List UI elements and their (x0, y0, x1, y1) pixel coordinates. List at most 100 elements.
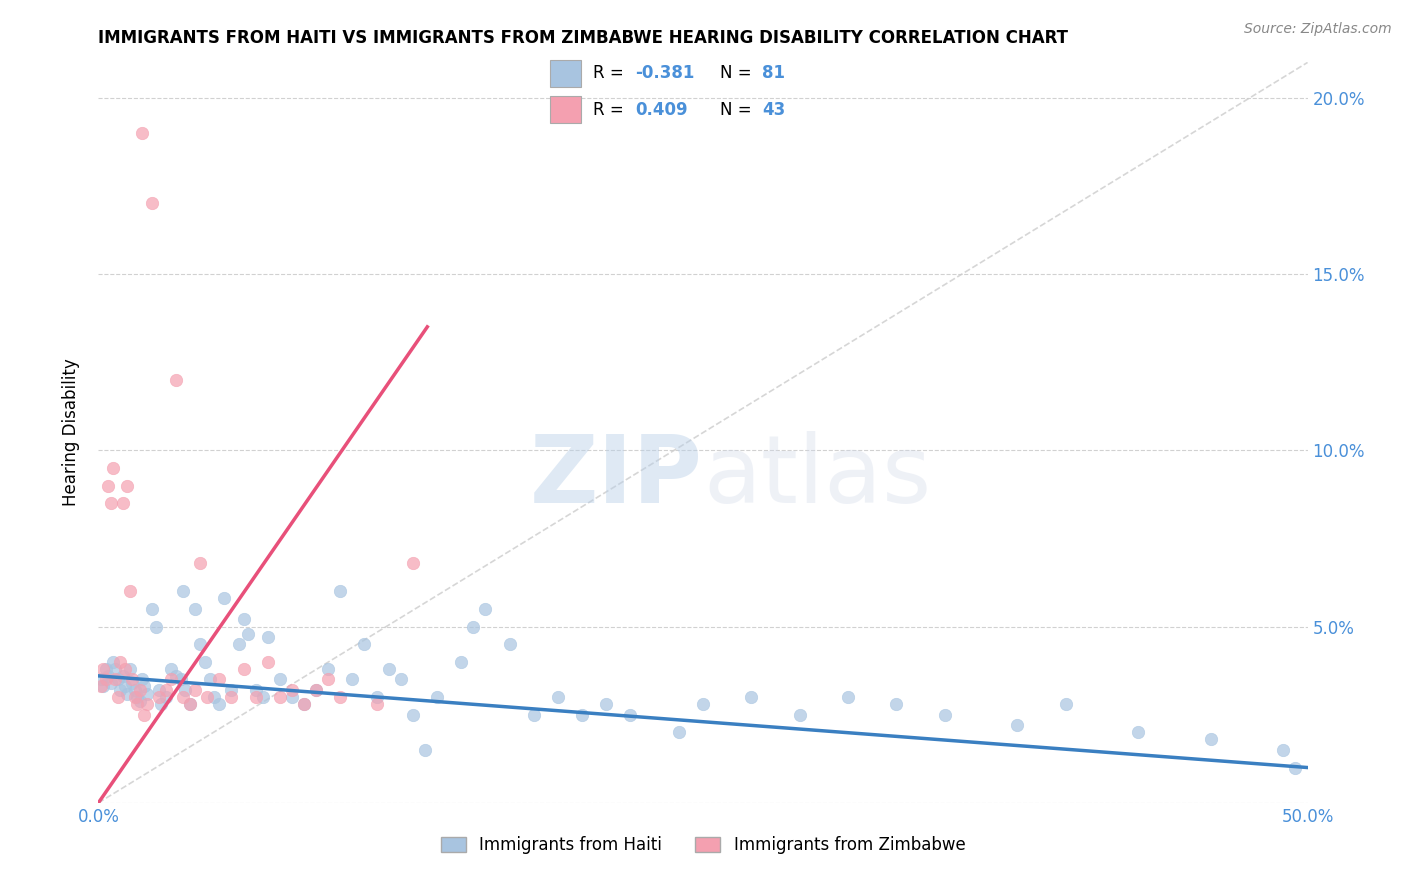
Text: ZIP: ZIP (530, 431, 703, 523)
Point (547, 690, 569, 704)
Point (232, 612, 254, 626)
Point (292, 697, 315, 711)
Point (107, 690, 129, 704)
Point (188, 556, 211, 570)
Point (221, 690, 243, 704)
Point (184, 602, 207, 616)
Point (281, 690, 304, 704)
Point (90, 673, 112, 687)
Point (426, 690, 449, 704)
Point (789, 707, 811, 722)
Point (114, 680, 136, 694)
Point (97, 478, 120, 492)
Point (474, 602, 496, 616)
FancyBboxPatch shape (550, 60, 581, 87)
Point (740, 690, 762, 704)
Point (281, 683, 304, 698)
Text: 81: 81 (762, 64, 785, 82)
Point (131, 126, 153, 140)
Text: R =: R = (593, 101, 628, 119)
Point (208, 673, 231, 687)
Point (413, 743, 436, 757)
Point (131, 673, 153, 687)
Text: 43: 43 (762, 101, 785, 119)
Point (245, 683, 267, 698)
Point (316, 662, 339, 676)
Point (402, 556, 425, 570)
Point (118, 662, 141, 676)
Point (114, 662, 136, 676)
Point (619, 707, 641, 722)
Point (212, 591, 235, 606)
Point (90, 680, 112, 694)
Point (463, 619, 485, 633)
Point (179, 697, 201, 711)
Point (94, 673, 117, 687)
Point (402, 707, 425, 722)
Point (256, 655, 278, 669)
Point (135, 686, 157, 700)
Point (118, 584, 141, 599)
Point (141, 196, 163, 211)
Point (1007, 718, 1029, 732)
Point (353, 637, 375, 651)
Point (366, 697, 388, 711)
Point (195, 690, 218, 704)
Point (101, 461, 124, 475)
Legend: Immigrants from Haiti, Immigrants from Zimbabwe: Immigrants from Haiti, Immigrants from Z… (434, 830, 972, 861)
Point (160, 662, 183, 676)
Point (127, 697, 149, 711)
Point (1284, 760, 1306, 774)
Point (668, 725, 690, 739)
Point (886, 697, 908, 711)
Text: atlas: atlas (703, 431, 931, 523)
Point (135, 697, 157, 711)
Point (450, 655, 472, 669)
Text: R =: R = (593, 64, 628, 82)
Point (208, 697, 231, 711)
Point (121, 676, 143, 690)
Point (269, 673, 291, 687)
Y-axis label: Hearing Disability: Hearing Disability (62, 359, 80, 507)
Point (179, 697, 201, 711)
Point (150, 697, 173, 711)
Point (692, 697, 714, 711)
Point (184, 683, 207, 698)
Point (145, 619, 167, 633)
Point (134, 707, 156, 722)
Point (160, 673, 183, 687)
Point (155, 683, 177, 698)
Point (595, 697, 617, 711)
Point (523, 707, 546, 722)
Point (121, 673, 143, 687)
Point (134, 680, 156, 694)
Point (221, 683, 243, 698)
Point (111, 669, 134, 683)
Point (174, 683, 197, 698)
Point (342, 673, 364, 687)
Point (165, 669, 187, 683)
Point (329, 584, 352, 599)
Point (498, 637, 520, 651)
Point (252, 690, 274, 704)
Point (305, 683, 328, 698)
Point (117, 478, 139, 492)
Point (94, 662, 117, 676)
Point (128, 683, 150, 698)
Text: N =: N = (720, 101, 756, 119)
Text: N =: N = (720, 64, 756, 82)
Point (101, 655, 124, 669)
Point (104, 662, 127, 676)
Point (204, 690, 226, 704)
Point (934, 707, 956, 722)
Text: 0.409: 0.409 (636, 101, 688, 119)
Point (172, 690, 194, 704)
Point (389, 673, 412, 687)
Point (232, 662, 254, 676)
Point (269, 690, 291, 704)
Point (165, 373, 187, 387)
Point (155, 690, 177, 704)
Point (329, 690, 352, 704)
Point (91, 680, 114, 694)
Point (127, 690, 149, 704)
